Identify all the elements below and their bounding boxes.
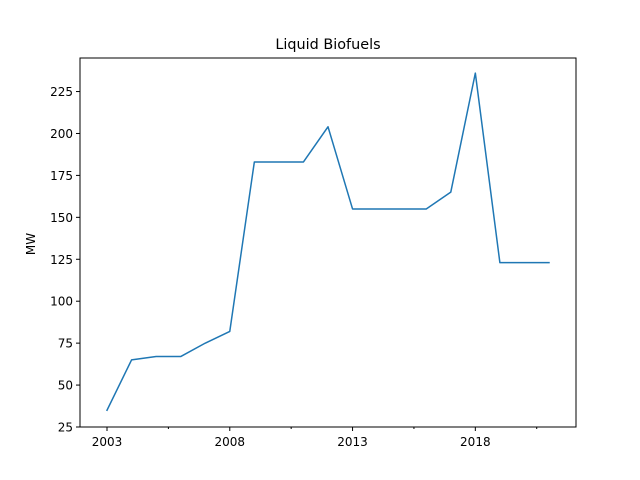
y-tick-label: 200 bbox=[50, 127, 73, 141]
plot-frame bbox=[79, 57, 577, 428]
x-tick-label: 2003 bbox=[92, 435, 123, 449]
y-tick-label: 150 bbox=[50, 211, 73, 225]
y-tick-label: 75 bbox=[58, 337, 73, 351]
y-tick-label: 50 bbox=[58, 379, 73, 393]
y-tick-label: 25 bbox=[58, 421, 73, 435]
y-tick-label: 175 bbox=[50, 169, 73, 183]
x-tick-label: 2018 bbox=[460, 435, 491, 449]
chart-title: Liquid Biofuels bbox=[275, 37, 380, 53]
x-tick-label: 2013 bbox=[337, 435, 368, 449]
y-axis: 25 50 75 100 125 150 175 200 225 bbox=[50, 85, 80, 435]
x-axis: 2003 2008 2013 2018 bbox=[92, 427, 538, 449]
y-axis-label: MW bbox=[24, 233, 38, 255]
x-tick-label: 2008 bbox=[215, 435, 246, 449]
y-tick-label: 100 bbox=[50, 295, 73, 309]
y-tick-label: 225 bbox=[50, 85, 73, 99]
y-tick-label: 125 bbox=[50, 253, 73, 267]
series-line bbox=[106, 72, 550, 412]
